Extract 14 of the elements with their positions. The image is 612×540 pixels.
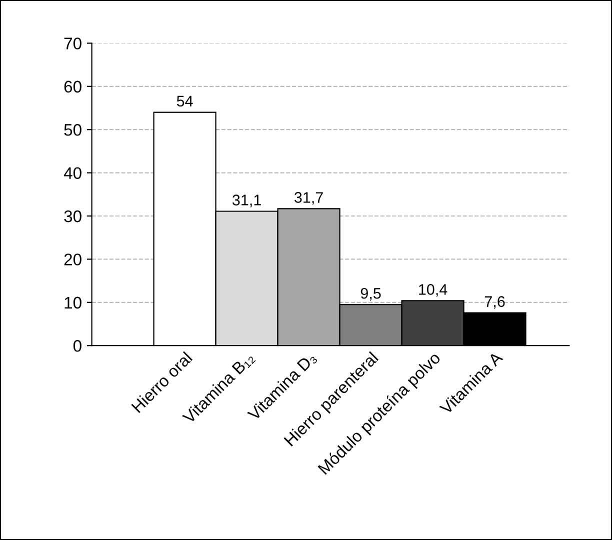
y-tick-label: 0 — [73, 340, 82, 352]
data-label: 7,6 — [484, 296, 505, 309]
data-label: 31,7 — [294, 192, 323, 205]
y-tick-label: 20 — [64, 254, 82, 266]
y-tick-label: 40 — [64, 167, 82, 180]
y-tick-label: 70 — [64, 38, 82, 50]
data-label: 10,4 — [419, 284, 448, 297]
data-label: 31,1 — [232, 194, 261, 208]
y-tick-label: 50 — [64, 124, 82, 136]
data-label: 54 — [176, 96, 193, 107]
y-tick-label: 10 — [64, 296, 82, 309]
data-label: 9,5 — [360, 288, 381, 301]
y-tick-label: 30 — [64, 210, 82, 222]
y-tick-label: 60 — [64, 80, 82, 93]
